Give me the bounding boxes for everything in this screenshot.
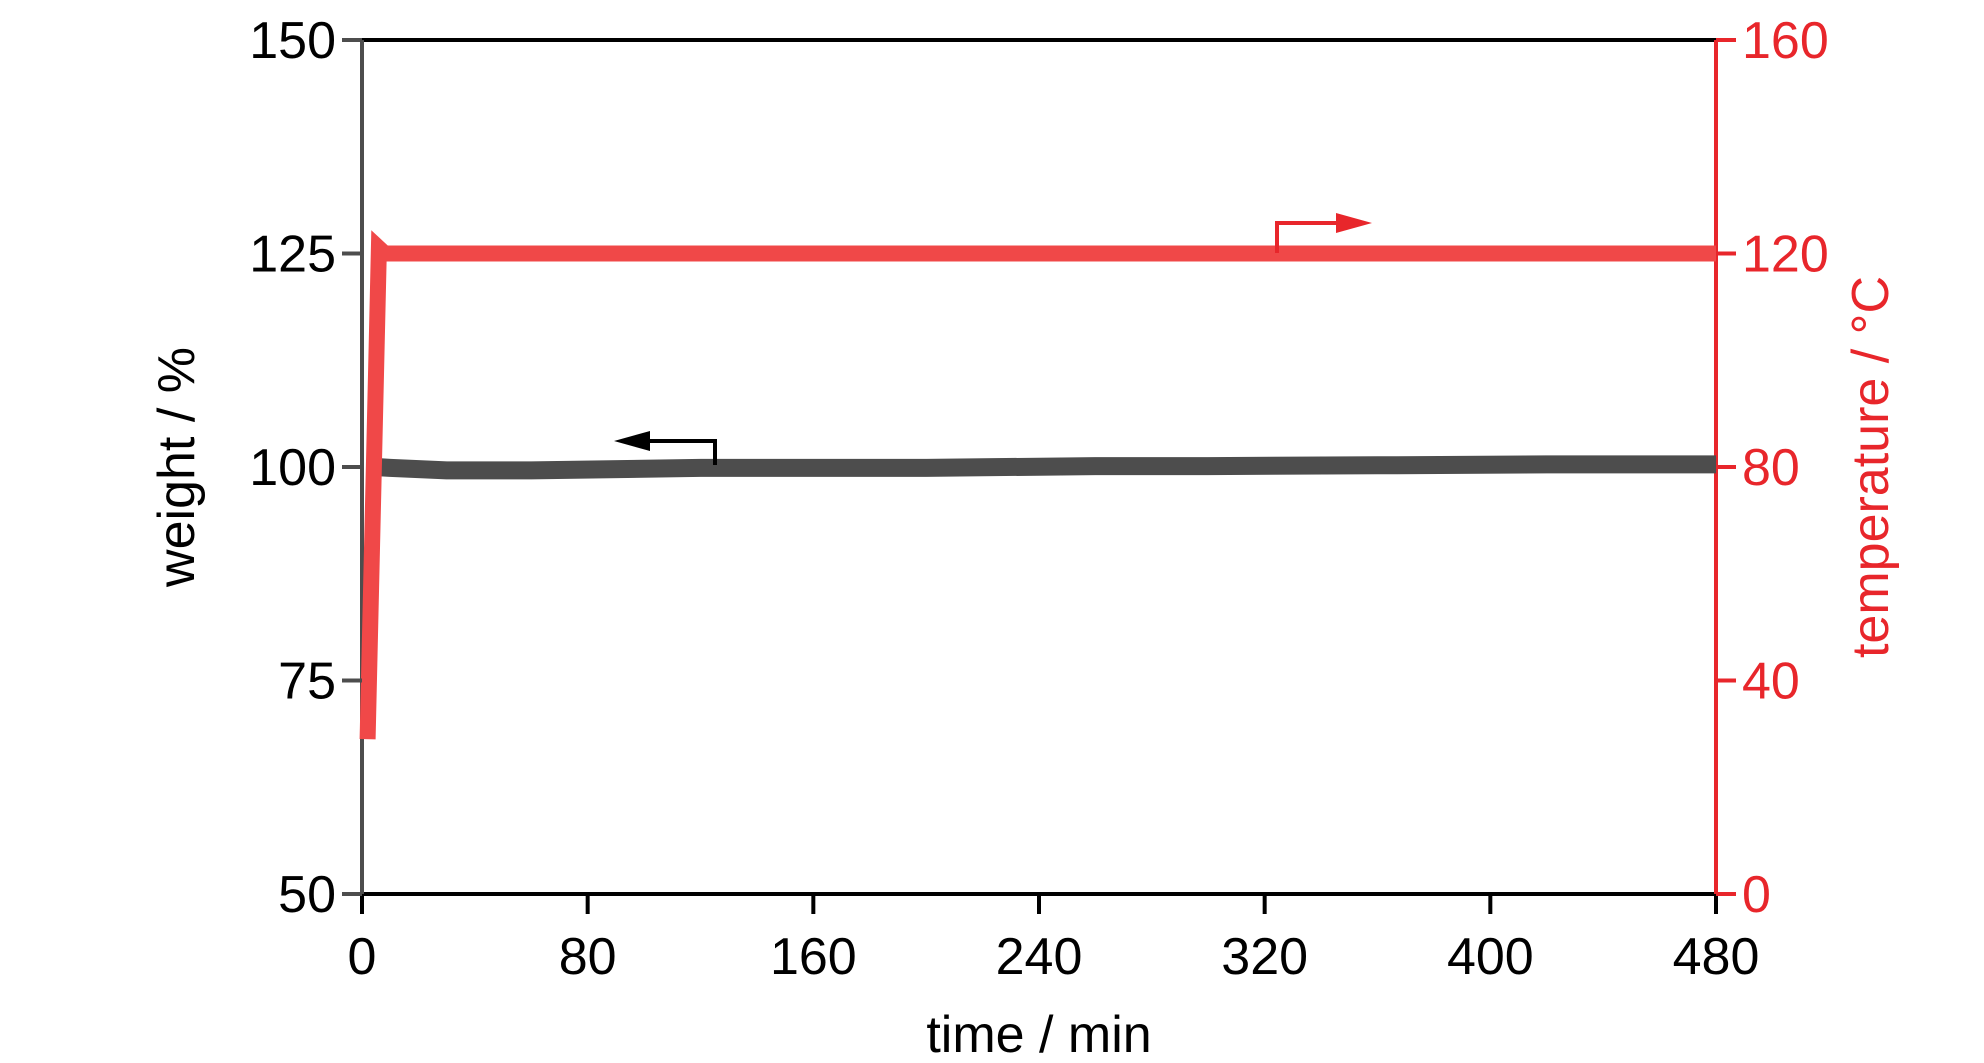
y-right-tick-label: 80 — [1742, 439, 1800, 497]
weight-series-line — [375, 455, 1716, 480]
temperature-arrow-stem — [1275, 221, 1345, 253]
x-tick-label: 480 — [1673, 928, 1760, 986]
x-tick-label: 400 — [1447, 928, 1534, 986]
y-left-tick-label: 100 — [249, 439, 336, 497]
x-tick-label: 240 — [996, 928, 1083, 986]
temperature-arrow-head — [1336, 213, 1372, 233]
x-tick-label: 80 — [559, 928, 617, 986]
y-right-tick-label: 0 — [1742, 866, 1771, 924]
temperature-axis-arrow — [1275, 213, 1372, 253]
y-left-tick-label: 125 — [249, 226, 336, 284]
y-right-tick-label: 40 — [1742, 653, 1800, 711]
x-axis-title: time / min — [926, 1006, 1151, 1063]
y-left-tick-label: 150 — [249, 12, 336, 70]
y-left-tick-label: 75 — [278, 653, 336, 711]
x-tick-label: 320 — [1221, 928, 1308, 986]
x-tick-label: 160 — [770, 928, 857, 986]
y-left-tick-label: 50 — [278, 866, 336, 924]
y-left-axis-title: weight / % — [148, 347, 206, 588]
y-right-tick-label: 160 — [1742, 12, 1829, 70]
y-right-axis-title: temperature / °C — [1842, 276, 1900, 658]
weight-arrow-head — [614, 431, 650, 451]
weight-arrow-stem — [640, 439, 717, 465]
temperature-series-line — [359, 230, 1716, 740]
x-tick-label: 0 — [348, 928, 377, 986]
weight-axis-arrow — [614, 431, 717, 465]
y-right-tick-label: 120 — [1742, 226, 1829, 284]
